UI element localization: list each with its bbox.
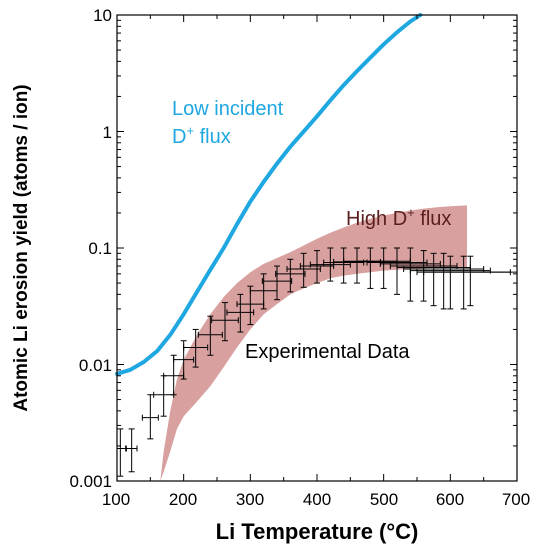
data-point — [211, 302, 239, 342]
y-tick-label: 0.1 — [88, 239, 112, 258]
low-flux-label-line2: D+ flux — [172, 123, 231, 148]
x-tick-label: 400 — [303, 490, 331, 509]
data-point — [366, 247, 428, 295]
experimental-data-label: Experimental Data — [245, 341, 410, 363]
data-point — [275, 258, 306, 293]
x-tick-label: 500 — [370, 490, 398, 509]
y-tick-label: 0.001 — [69, 472, 112, 491]
low-flux-curve-layer — [115, 13, 423, 376]
x-tick-label: 200 — [169, 490, 197, 509]
data-point — [125, 428, 138, 473]
x-tick-label: 600 — [436, 490, 464, 509]
data-point — [141, 394, 159, 440]
data-point — [299, 250, 335, 284]
high-flux-band — [160, 205, 468, 481]
data-point — [226, 293, 255, 333]
x-tick-label: 100 — [102, 490, 130, 509]
data-point — [286, 252, 321, 288]
data-point — [389, 250, 458, 302]
y-tick-label: 0.01 — [79, 356, 112, 375]
data-point — [249, 273, 278, 310]
data-point — [183, 328, 209, 368]
data-point — [261, 265, 293, 301]
low-flux-label-line1: Low incident — [172, 98, 284, 120]
data-point — [423, 255, 518, 307]
y-tick-label: 1 — [103, 123, 112, 142]
y-axis-title: Atomic Li erosion yield (atoms / ion) — [11, 84, 32, 411]
x-axis-title: Li Temperature (°C) — [216, 519, 419, 544]
x-tick-label: 700 — [502, 490, 530, 509]
y-tick-label: 10 — [93, 6, 112, 25]
tick-marks — [116, 14, 518, 482]
experimental-data-layer — [116, 247, 518, 477]
x-tick-label: 300 — [236, 490, 264, 509]
high-flux-band-layer — [160, 205, 468, 481]
data-point — [197, 315, 223, 356]
low-flux-curve — [115, 13, 423, 376]
data-point — [116, 428, 127, 477]
data-point — [173, 340, 195, 380]
high-flux-label: High D+ flux — [346, 205, 451, 230]
